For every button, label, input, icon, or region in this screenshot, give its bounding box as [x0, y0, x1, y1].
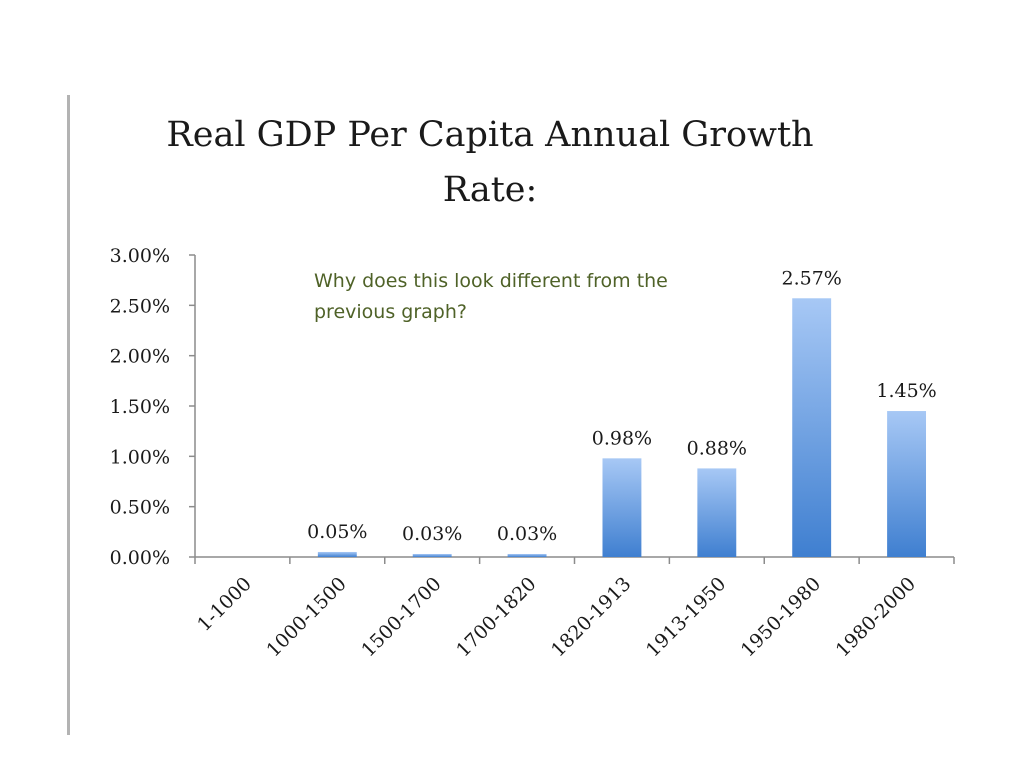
bar-1500-1700: [412, 553, 452, 557]
data-label-1700-1820: 0.03%: [497, 523, 557, 545]
y-axis-ticks: 0.00% 0.50% 1.00% 1.50% 2.00% 2.50% 3.00%: [110, 245, 195, 569]
bar-1980-2000: [887, 411, 927, 557]
x-tick-label-1000-1500: 1000-1500: [262, 573, 350, 661]
x-tick-label-1913-1950: 1913-1950: [642, 573, 730, 661]
y-tick-label: 2.00%: [110, 346, 170, 368]
data-labels: 0.05% 0.03% 0.03% 0.98% 0.88% 2.57% 1.45%: [307, 267, 937, 545]
y-tick-label: 2.50%: [110, 295, 170, 317]
x-tick-label-1700-1820: 1700-1820: [452, 573, 540, 661]
x-tick-label-1950-1980: 1950-1980: [737, 573, 825, 661]
bar-1700-1820: [507, 553, 547, 557]
data-label-1980-2000: 1.45%: [876, 380, 936, 402]
category-labels: 1-1000 1000-1500 1500-1700 1700-1820 1820-19…: [193, 573, 920, 661]
x-tick-label-1980-2000: 1980-2000: [832, 573, 920, 661]
left-border-rule: [67, 95, 70, 735]
bar-1000-1500: [317, 551, 357, 557]
y-tick-label: 0.50%: [110, 497, 170, 519]
data-label-1913-1950: 0.88%: [687, 437, 747, 459]
data-label-1500-1700: 0.03%: [402, 523, 462, 545]
x-tick-label-1820-1913: 1820-1913: [547, 573, 635, 661]
bar-1913-1950: [697, 468, 737, 557]
chart-title: Real GDP Per Capita Annual Growth Rate:: [166, 115, 814, 210]
data-label-1950-1980: 2.57%: [782, 267, 842, 289]
bars: [317, 298, 927, 557]
y-tick-label: 3.00%: [110, 245, 170, 267]
bar-1950-1980: [792, 298, 832, 557]
bar-1820-1913: [602, 458, 642, 557]
y-tick-label: 1.00%: [110, 446, 170, 468]
y-tick-label: 0.00%: [110, 547, 170, 569]
y-tick-label: 1.50%: [110, 396, 170, 418]
x-tick-label-1500-1700: 1500-1700: [357, 573, 445, 661]
x-tick-label-1-1000: 1-1000: [193, 573, 256, 636]
data-label-1820-1913: 0.98%: [592, 427, 652, 449]
data-label-1000-1500: 0.05%: [307, 521, 367, 543]
x-axis-ticks: [194, 557, 955, 564]
annotation-text: Why does this look different from the pr…: [314, 270, 668, 323]
